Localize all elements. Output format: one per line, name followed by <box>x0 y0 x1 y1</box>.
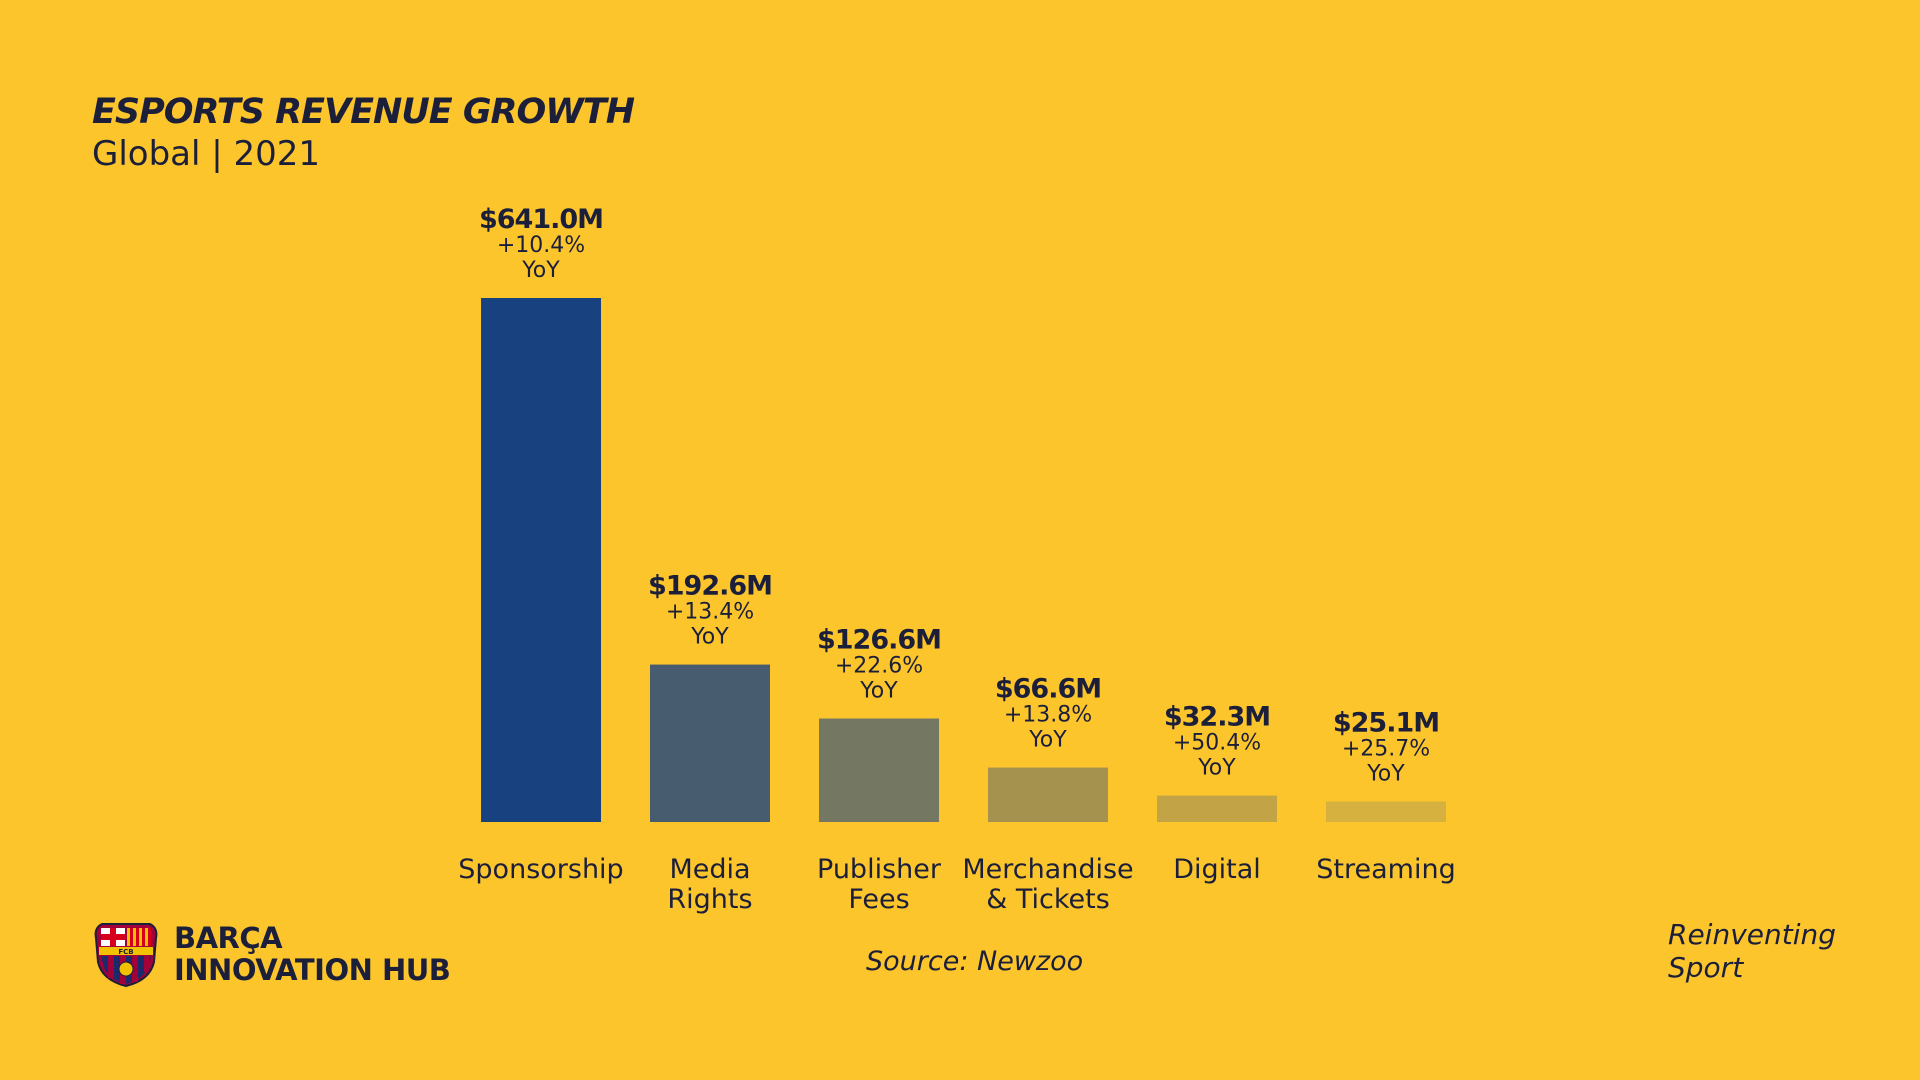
bar <box>650 664 770 822</box>
growth-label: +22.6% <box>835 654 923 679</box>
brand-line-2: INNOVATION HUB <box>174 953 451 987</box>
tagline-line-2: Sport <box>1668 951 1744 984</box>
category-label: Fees <box>848 884 909 915</box>
growth-suffix-label: YoY <box>1366 761 1405 786</box>
category-label: Publisher <box>817 854 942 885</box>
bar <box>1157 795 1277 822</box>
category-label: Media <box>669 854 750 885</box>
source-note: Source: Newzoo <box>866 946 1084 977</box>
brand-name: BARÇA INNOVATION HUB <box>174 921 451 987</box>
category-label: Streaming <box>1316 854 1455 885</box>
growth-label: +13.8% <box>1004 703 1092 728</box>
category-label: Merchandise <box>962 854 1133 885</box>
bar <box>819 718 939 822</box>
bar <box>481 298 601 822</box>
category-label: & Tickets <box>986 884 1110 915</box>
svg-text:FCB: FCB <box>118 948 133 956</box>
growth-label: +25.7% <box>1342 736 1430 761</box>
growth-suffix-label: YoY <box>1197 756 1236 781</box>
bar <box>1326 801 1446 822</box>
growth-suffix-label: YoY <box>690 625 729 650</box>
value-label: $25.1M <box>1333 707 1439 738</box>
brand-line-1: BARÇA <box>174 921 283 955</box>
growth-label: +13.4% <box>666 600 754 625</box>
tagline: Reinventing Sport <box>1668 918 1836 984</box>
value-label: $641.0M <box>479 204 603 235</box>
growth-suffix-label: YoY <box>859 679 898 704</box>
value-label: $66.6M <box>995 674 1101 705</box>
fcb-crest-icon: FCB <box>94 923 158 988</box>
chart-title: ESPORTS REVENUE GROWTH <box>92 92 635 132</box>
category-label: Digital <box>1173 854 1261 885</box>
value-label: $192.6M <box>648 571 772 602</box>
category-label: Sponsorship <box>458 854 623 885</box>
tagline-line-1: Reinventing <box>1668 918 1837 951</box>
growth-suffix-label: YoY <box>521 258 560 283</box>
value-label: $32.3M <box>1164 702 1270 733</box>
growth-suffix-label: YoY <box>1028 728 1067 753</box>
value-label: $126.6M <box>817 625 941 656</box>
growth-label: +50.4% <box>1173 731 1261 756</box>
category-label: Rights <box>667 884 752 915</box>
bar <box>988 767 1108 822</box>
growth-label: +10.4% <box>497 233 585 258</box>
chart-subtitle: Global | 2021 <box>92 134 321 174</box>
